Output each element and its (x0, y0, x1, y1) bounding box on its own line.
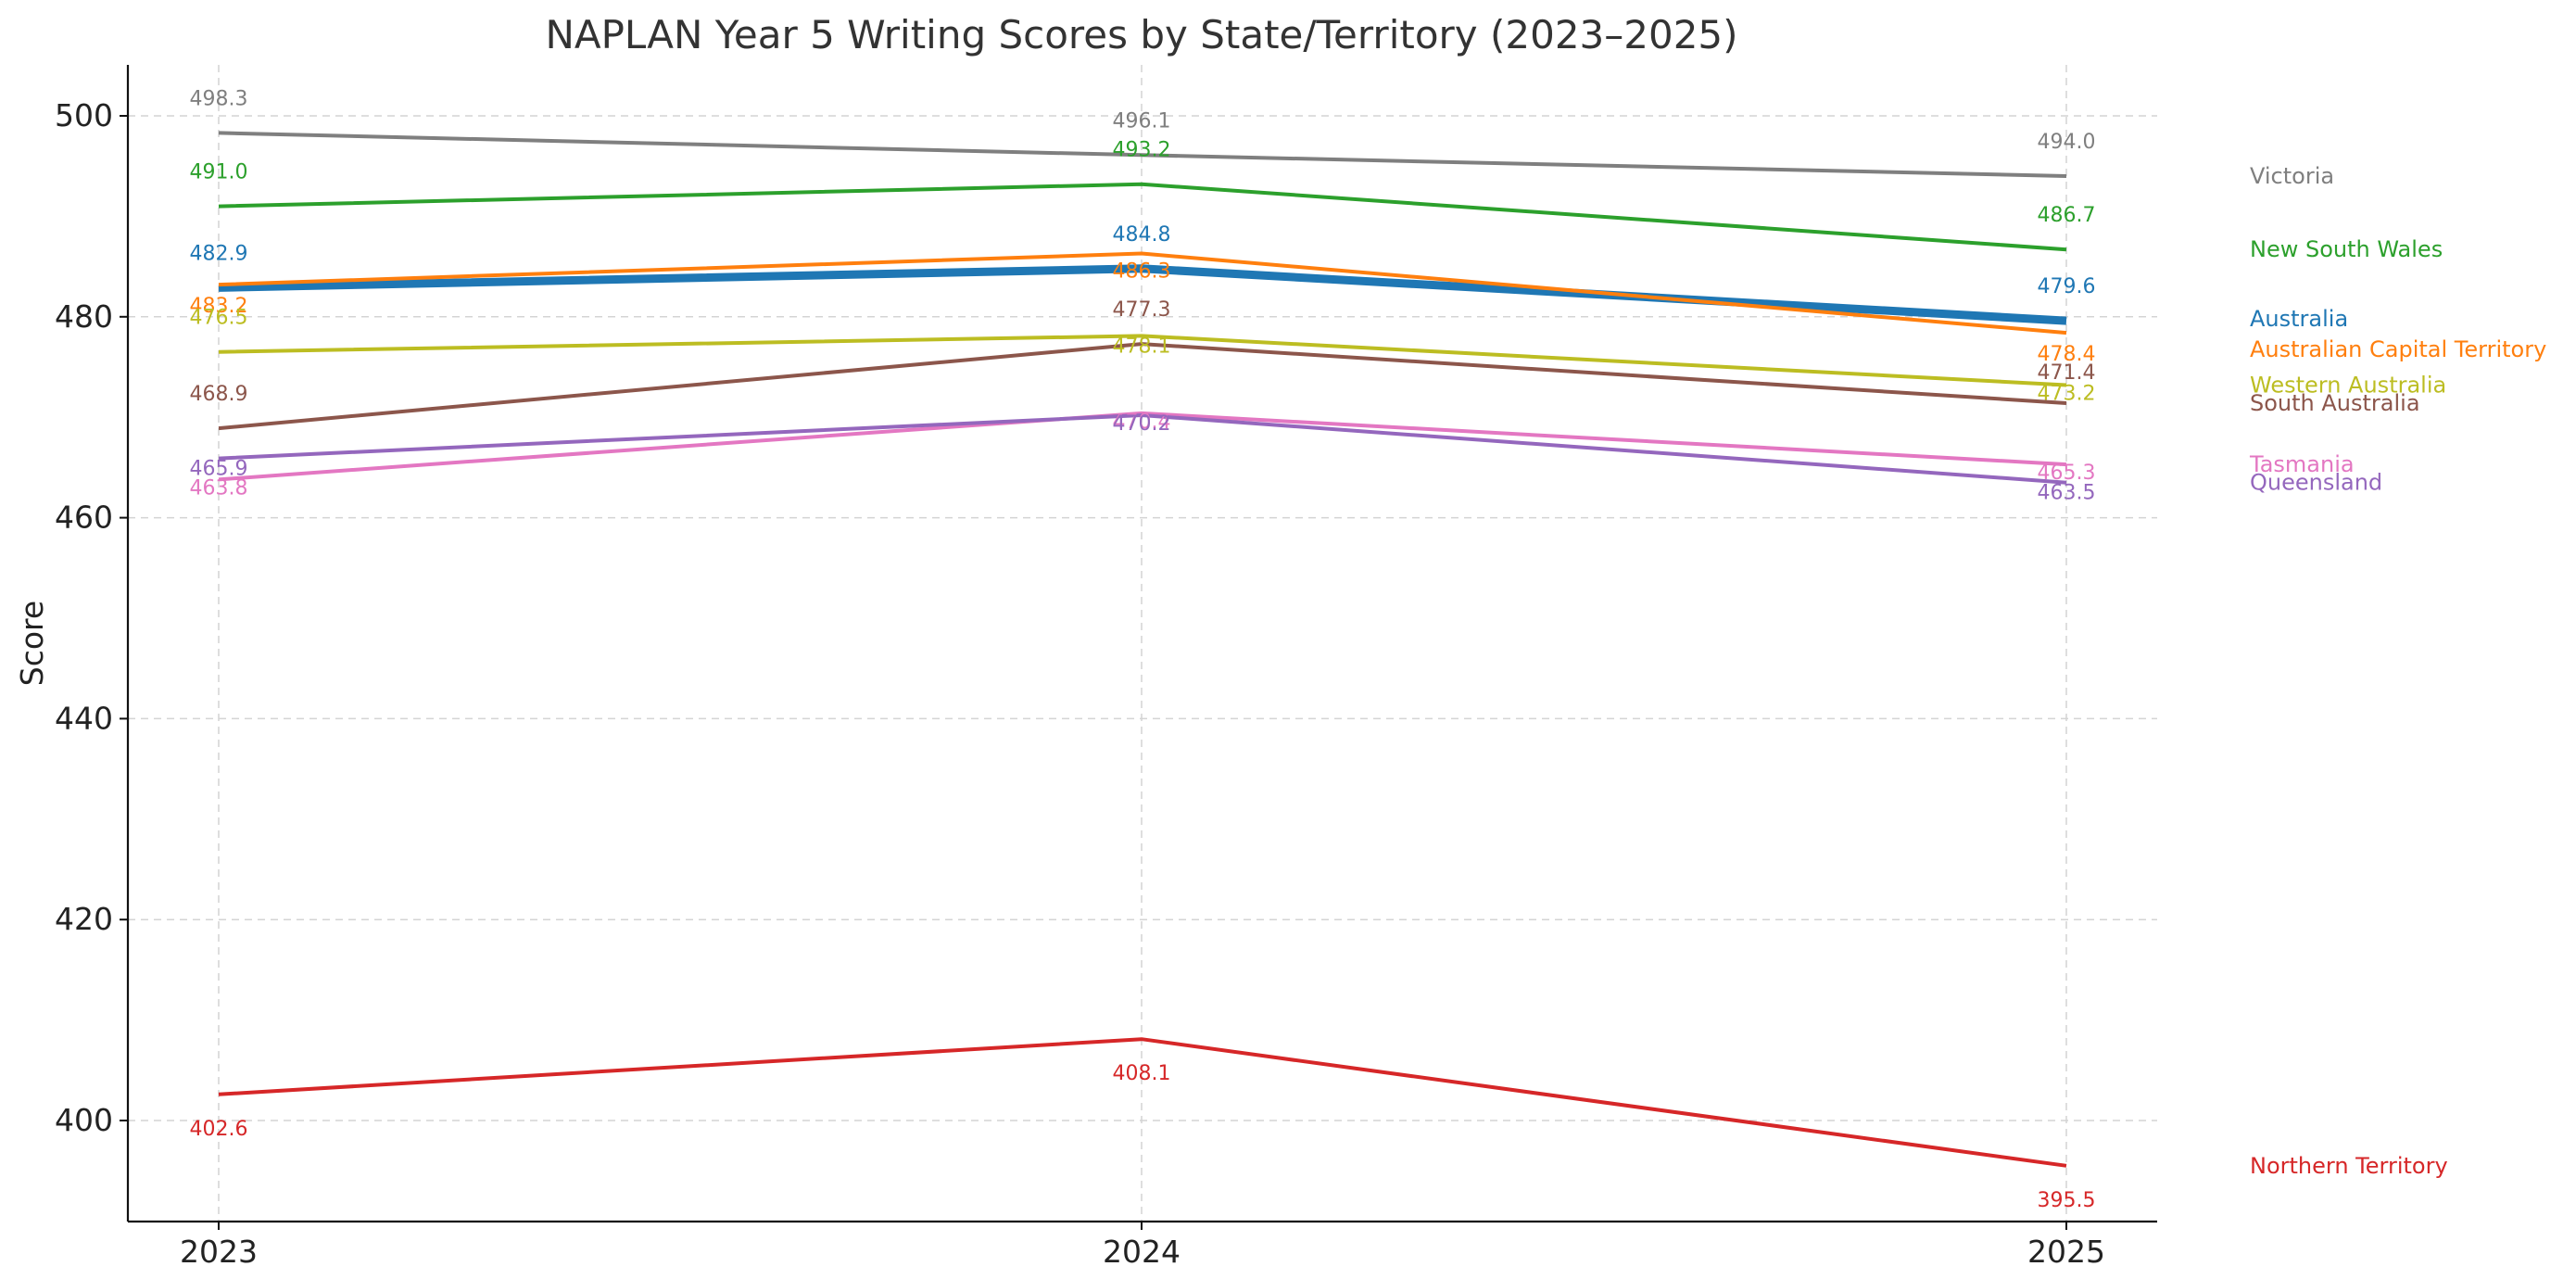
chart-title: NAPLAN Year 5 Writing Scores by State/Te… (545, 12, 1737, 57)
series-line-australia (218, 264, 2067, 325)
data-label: 470.4 (1113, 411, 1171, 434)
legend-label-australia: Australia (2250, 306, 2348, 332)
series-line-south-australia (218, 342, 2067, 431)
data-label: 408.1 (1113, 1062, 1171, 1085)
data-label: 478.4 (2038, 343, 2096, 366)
y-tick-label: 400 (55, 1102, 113, 1138)
legend-label-western-australia: Western Australia (2250, 373, 2446, 399)
y-tick-label: 500 (55, 97, 113, 133)
data-label: 465.3 (2038, 462, 2096, 485)
data-label: 471.4 (2038, 361, 2096, 385)
data-labels: 498.3 496.1 494.0 491.0 493.2 486.7 482.9 484.8… (190, 87, 2096, 1211)
data-label: 479.6 (2038, 275, 2096, 298)
x-tick-label: 2023 (180, 1234, 258, 1270)
data-label: 483.2 (190, 295, 248, 318)
data-label: 486.7 (2038, 204, 2096, 227)
data-label: 463.8 (190, 476, 248, 500)
series-line-new-south-wales (218, 182, 2067, 252)
legend-label-australian-capital-territory: Australian Capital Territory (2250, 336, 2546, 362)
series-line-australian-capital-territory (218, 251, 2067, 336)
data-label: 482.9 (190, 242, 248, 265)
legend-label-victoria: Victoria (2250, 163, 2334, 189)
series-lines (218, 131, 2067, 1168)
y-tick-label: 420 (55, 901, 113, 937)
legend-label-queensland: Queensland (2250, 470, 2382, 496)
legend-label-south-australia: South Australia (2250, 390, 2420, 416)
tick-labels: 400 420 440 460 480 500 2023 2024 2025 (55, 97, 2105, 1270)
series-line-western-australia (218, 334, 2067, 387)
data-label: 486.3 (1113, 260, 1171, 284)
x-tick-label: 2024 (1103, 1234, 1181, 1270)
y-axis-label: Score (14, 601, 50, 686)
data-label: 402.6 (190, 1118, 248, 1141)
legend-label-tasmania: Tasmania (2249, 451, 2355, 477)
data-label: 465.9 (190, 458, 248, 481)
data-label: 395.5 (2038, 1189, 2096, 1212)
data-label: 477.3 (1113, 298, 1171, 322)
data-label: 476.5 (190, 307, 248, 330)
grid (128, 65, 2157, 1222)
series-line-northern-territory (218, 1037, 2067, 1168)
data-label: 493.2 (1113, 139, 1171, 162)
data-label: 484.8 (1113, 223, 1171, 247)
y-tick-label: 440 (55, 700, 113, 736)
data-label: 496.1 (1113, 109, 1171, 133)
data-label: 463.5 (2038, 482, 2096, 505)
x-tick-label: 2025 (2027, 1234, 2105, 1270)
data-label: 494.0 (2038, 131, 2096, 154)
series-line-queensland (218, 413, 2067, 485)
data-label: 473.2 (2038, 383, 2096, 406)
y-tick-label: 480 (55, 298, 113, 335)
legend-label-northern-territory: Northern Territory (2250, 1153, 2448, 1179)
y-tick-label: 460 (55, 500, 113, 536)
data-label: 498.3 (190, 87, 248, 110)
data-label: 491.0 (190, 161, 248, 184)
data-label: 478.1 (1113, 335, 1171, 358)
legend: Victoria New South Wales Australia Australi… (2249, 163, 2546, 1179)
series-line-victoria (218, 131, 2067, 178)
legend-label-new-south-wales: New South Wales (2250, 236, 2443, 262)
data-label: 468.9 (190, 383, 248, 406)
data-label: 470.2 (1113, 412, 1171, 436)
series-line-tasmania (218, 411, 2067, 482)
